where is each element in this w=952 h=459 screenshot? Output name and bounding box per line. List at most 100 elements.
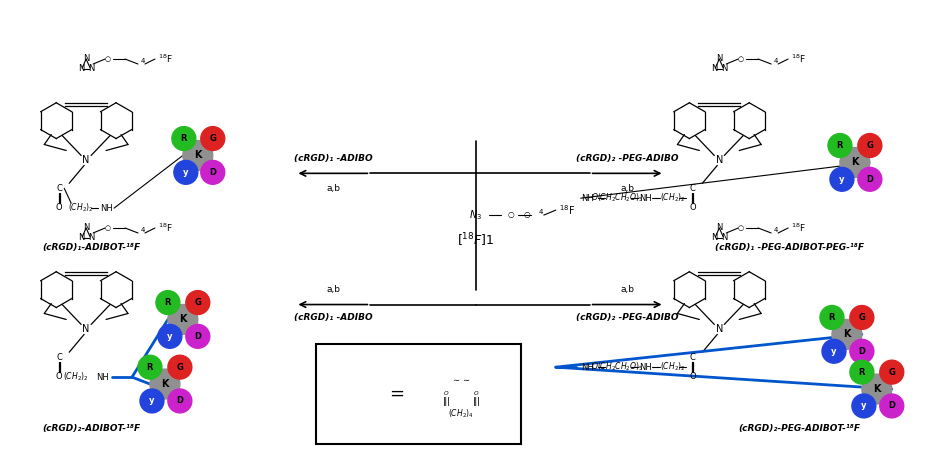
Text: NH: NH <box>581 363 593 372</box>
Text: $(CH_2)_2$: $(CH_2)_2$ <box>659 192 684 204</box>
Text: N: N <box>83 54 89 62</box>
Text: D: D <box>176 397 183 405</box>
Text: C: C <box>56 353 62 362</box>
Text: $\bigcirc$: $\bigcirc$ <box>737 54 744 64</box>
Circle shape <box>879 394 902 418</box>
Circle shape <box>168 304 198 334</box>
Circle shape <box>201 127 225 151</box>
Text: (cRGD)₂ -PEG-ADIBO: (cRGD)₂ -PEG-ADIBO <box>576 313 678 322</box>
Text: $^{18}$F: $^{18}$F <box>158 222 172 234</box>
Text: C: C <box>56 184 62 193</box>
Text: $\bigcirc$: $\bigcirc$ <box>737 223 744 233</box>
Text: 4: 4 <box>141 227 145 233</box>
Text: y: y <box>830 347 836 356</box>
Text: R: R <box>147 363 153 372</box>
Circle shape <box>201 161 225 184</box>
Text: $\bigcirc$: $\bigcirc$ <box>104 54 111 64</box>
Text: $O(CH_2CH_2O)_5$: $O(CH_2CH_2O)_5$ <box>591 361 644 374</box>
Text: (cRGD)₂-PEG-ADIBOT-¹⁸F: (cRGD)₂-PEG-ADIBOT-¹⁸F <box>737 424 859 433</box>
Text: O: O <box>56 202 63 212</box>
Text: C: C <box>688 184 695 193</box>
Circle shape <box>827 134 851 157</box>
Text: (cRGD)₁ -ADIBO: (cRGD)₁ -ADIBO <box>294 154 372 163</box>
Text: K: K <box>161 379 169 389</box>
Text: $\sim\sim$: $\sim\sim$ <box>450 375 470 384</box>
Circle shape <box>149 369 180 399</box>
Text: N: N <box>721 64 726 73</box>
Text: G: G <box>176 363 183 372</box>
Text: NH: NH <box>100 204 112 213</box>
Text: N: N <box>83 156 89 165</box>
Circle shape <box>851 394 875 418</box>
Circle shape <box>171 127 195 151</box>
Text: R: R <box>858 368 864 377</box>
Text: NH: NH <box>639 194 651 203</box>
Text: $^{18}$F: $^{18}$F <box>558 203 574 217</box>
Text: NH: NH <box>95 373 109 381</box>
Circle shape <box>857 168 881 191</box>
Circle shape <box>857 134 881 157</box>
Text: K: K <box>872 384 880 394</box>
Text: N: N <box>715 156 723 165</box>
Circle shape <box>138 355 162 379</box>
Text: y: y <box>149 397 154 405</box>
Text: D: D <box>865 175 872 184</box>
Text: K: K <box>179 314 187 325</box>
Text: 4: 4 <box>141 58 145 64</box>
Text: $(CH_2)_2$: $(CH_2)_2$ <box>659 361 684 374</box>
Text: R: R <box>828 313 834 322</box>
Text: N: N <box>88 234 94 242</box>
Circle shape <box>831 319 861 349</box>
Text: N: N <box>83 223 89 231</box>
Text: D: D <box>209 168 216 177</box>
Text: $O(CH_2CH_2O)_5$: $O(CH_2CH_2O)_5$ <box>591 192 644 204</box>
Text: D: D <box>858 347 864 356</box>
Text: 4: 4 <box>773 58 778 64</box>
Text: =: = <box>388 385 404 403</box>
Text: D: D <box>194 332 201 341</box>
Text: (cRGD)₁ -ADIBO: (cRGD)₁ -ADIBO <box>294 313 372 322</box>
Circle shape <box>168 389 191 413</box>
Text: y: y <box>861 402 865 410</box>
Text: $\overset{O}{\||}$: $\overset{O}{\||}$ <box>442 389 449 409</box>
Text: NH: NH <box>639 363 651 372</box>
Bar <box>316 344 521 444</box>
Text: N: N <box>715 223 722 231</box>
Text: N: N <box>78 64 85 73</box>
Text: O: O <box>688 202 695 212</box>
Text: 4: 4 <box>773 227 778 233</box>
Text: N: N <box>721 234 726 242</box>
Text: $\overset{O}{\||}$: $\overset{O}{\||}$ <box>471 389 480 409</box>
Text: O: O <box>56 372 63 381</box>
Text: $^{18}$F: $^{18}$F <box>790 53 805 65</box>
Text: a,b: a,b <box>620 184 634 193</box>
Text: K: K <box>850 157 858 168</box>
Text: G: G <box>858 313 864 322</box>
Text: R: R <box>165 298 171 307</box>
Circle shape <box>861 374 891 404</box>
Text: D: D <box>887 402 894 410</box>
Text: $(CH_2)_2$: $(CH_2)_2$ <box>69 202 94 214</box>
Text: G: G <box>865 141 872 150</box>
Circle shape <box>839 147 869 177</box>
Circle shape <box>829 168 853 191</box>
Circle shape <box>849 306 873 330</box>
Text: R: R <box>836 141 843 150</box>
Text: a,b: a,b <box>327 184 340 193</box>
Text: N: N <box>78 234 85 242</box>
Text: (cRGD)₂-ADIBOT-¹⁸F: (cRGD)₂-ADIBOT-¹⁸F <box>42 424 140 433</box>
Text: $\bigcirc$: $\bigcirc$ <box>506 210 514 220</box>
Circle shape <box>849 360 873 384</box>
Circle shape <box>158 325 182 348</box>
Text: (cRGD)₁ -PEG-ADIBOT-PEG-¹⁸F: (cRGD)₁ -PEG-ADIBOT-PEG-¹⁸F <box>714 243 863 252</box>
Text: N: N <box>83 325 89 335</box>
Text: $^{18}$F: $^{18}$F <box>790 222 805 234</box>
Text: $[^{18}F]1$: $[^{18}F]1$ <box>457 231 494 249</box>
Text: N: N <box>710 64 717 73</box>
Text: G: G <box>209 134 216 143</box>
Circle shape <box>156 291 180 314</box>
Circle shape <box>822 339 845 363</box>
Circle shape <box>186 291 209 314</box>
Text: NH: NH <box>581 194 593 203</box>
Text: R: R <box>181 134 187 143</box>
